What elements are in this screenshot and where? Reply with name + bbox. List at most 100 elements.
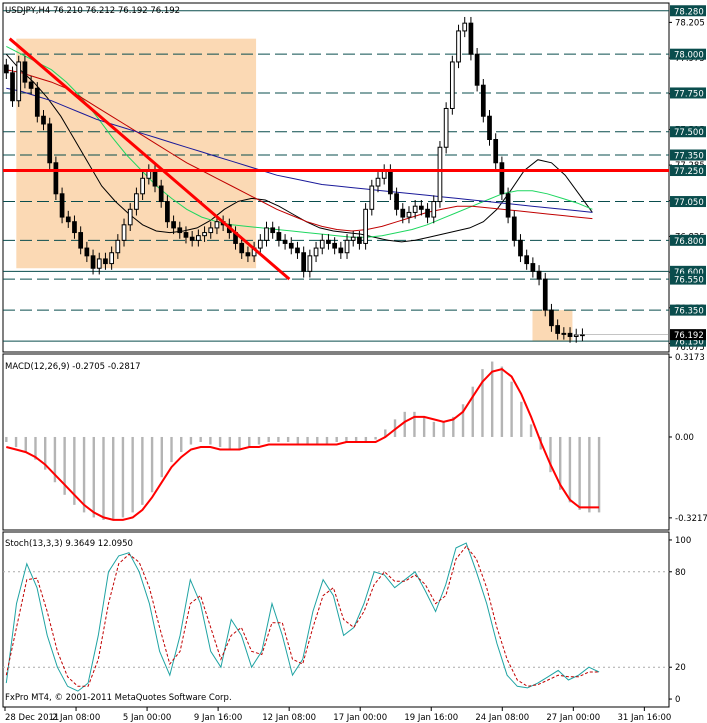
candle-body (468, 22, 474, 55)
candle-0 (3, 58, 9, 80)
candle-8 (53, 156, 59, 200)
time-tick-label: 19 Jan 16:00 (404, 713, 458, 723)
candle-body (41, 115, 46, 125)
macd-panel: 0.3173 0.00 -0.3217 (5, 353, 707, 524)
candle-body (412, 205, 418, 213)
candle-59 (369, 179, 375, 216)
candle-42 (264, 221, 269, 247)
candle-body (196, 235, 201, 241)
candle-54 (338, 241, 344, 259)
candle-body (357, 236, 362, 244)
level-tag-bg (670, 5, 706, 17)
macd-bar-52 (510, 381, 513, 437)
macd-bar-20 (199, 436, 202, 442)
candle-body (437, 146, 443, 203)
candle-body (245, 252, 251, 257)
candle-56 (350, 231, 356, 247)
candle-body (208, 227, 214, 234)
level-tag-bg (670, 273, 706, 285)
level-tag-label: 77.050 (674, 198, 704, 208)
candle-51 (319, 234, 325, 255)
level-tag-label: 77.250 (674, 167, 704, 177)
candle-20 (127, 203, 133, 232)
macd-bar-9 (92, 436, 95, 518)
candle-53 (332, 237, 337, 255)
candle-body (474, 53, 480, 86)
candle-body (53, 162, 59, 195)
candle-body (406, 211, 412, 218)
macd-bar-31 (306, 436, 309, 445)
level-tag-bg (670, 196, 706, 208)
candle-body (487, 115, 492, 140)
candle-72 (449, 55, 455, 115)
macd-bar-48 (471, 386, 474, 437)
level-tag-label: 77.350 (674, 152, 704, 162)
macd-bar-8 (82, 436, 86, 513)
macd-bar-7 (73, 436, 76, 505)
level-tag-label: 76.800 (674, 237, 704, 247)
candle-48 (301, 246, 307, 278)
candle-76 (474, 47, 480, 92)
macd-bar-23 (228, 436, 232, 450)
candle-body (567, 332, 573, 337)
candle-85 (530, 257, 536, 278)
candle-body (431, 201, 437, 218)
level-tag-bg (670, 87, 706, 99)
macd-bar-61 (597, 436, 601, 513)
candle-body (326, 239, 331, 244)
time-tick-label: 5 Jan 00:00 (123, 713, 171, 723)
macd-bar-32 (316, 436, 319, 445)
macd-bar-35 (345, 436, 348, 442)
macd-bar-37 (364, 436, 368, 442)
candle-body (313, 247, 319, 257)
level-tag-label: 76.350 (674, 307, 704, 317)
macd-bar-29 (286, 436, 290, 442)
candle-66 (412, 199, 418, 219)
candle-86 (536, 265, 542, 286)
price-frame (2, 2, 670, 353)
time-tick-label: 17 Jan 00:00 (333, 713, 387, 723)
candle-body (16, 61, 22, 102)
macd-bar-26 (257, 436, 261, 445)
level-tag-bg (670, 335, 706, 347)
macd-bar-19 (189, 436, 193, 445)
candle-65 (406, 206, 412, 224)
macd-bar-17 (170, 436, 173, 463)
macd-tick-label: 0.3173 (675, 353, 705, 363)
candle-body (344, 239, 350, 254)
level-tag-label: 78.000 (674, 51, 704, 61)
ma-red-line (6, 69, 593, 232)
candle-body (456, 30, 461, 63)
candle-45 (282, 234, 288, 250)
candle-body (103, 258, 108, 265)
macd-bar-15 (150, 436, 154, 493)
price-panel: 78.20577.97577.74577.51577.28577.05576.8… (3, 5, 706, 353)
candle-49 (307, 249, 313, 278)
candle-body (202, 232, 207, 237)
candle-83 (518, 234, 523, 263)
macd-bar-54 (529, 424, 533, 437)
candle-body (257, 239, 263, 249)
macd-bar-4 (43, 436, 47, 470)
stoch-tick-label: 0 (675, 695, 680, 705)
price-panel-title: USDJPY,H4 76.210 76.212 76.192 76.192 (5, 6, 180, 16)
candle-body (65, 216, 71, 223)
candle-25 (158, 179, 164, 208)
macd-bar-57 (559, 436, 562, 490)
candle-47 (295, 241, 300, 259)
macd-bar-28 (277, 436, 280, 442)
candle-body (109, 252, 114, 265)
candle-71 (443, 102, 449, 154)
candle-57 (357, 231, 362, 250)
stoch-tick-label: 100 (675, 536, 691, 546)
stoch-tick-label: 20 (675, 663, 686, 673)
candle-19 (121, 218, 127, 247)
candle-39 (245, 246, 251, 263)
price-tick-label: 78.205 (675, 18, 705, 28)
macd-bar-16 (160, 436, 164, 478)
candle-body (419, 205, 424, 210)
candle-body (10, 72, 15, 102)
candle-body (90, 255, 96, 269)
current-price-tag-label: 76.192 (674, 331, 704, 341)
ma-black-line (5, 53, 593, 243)
